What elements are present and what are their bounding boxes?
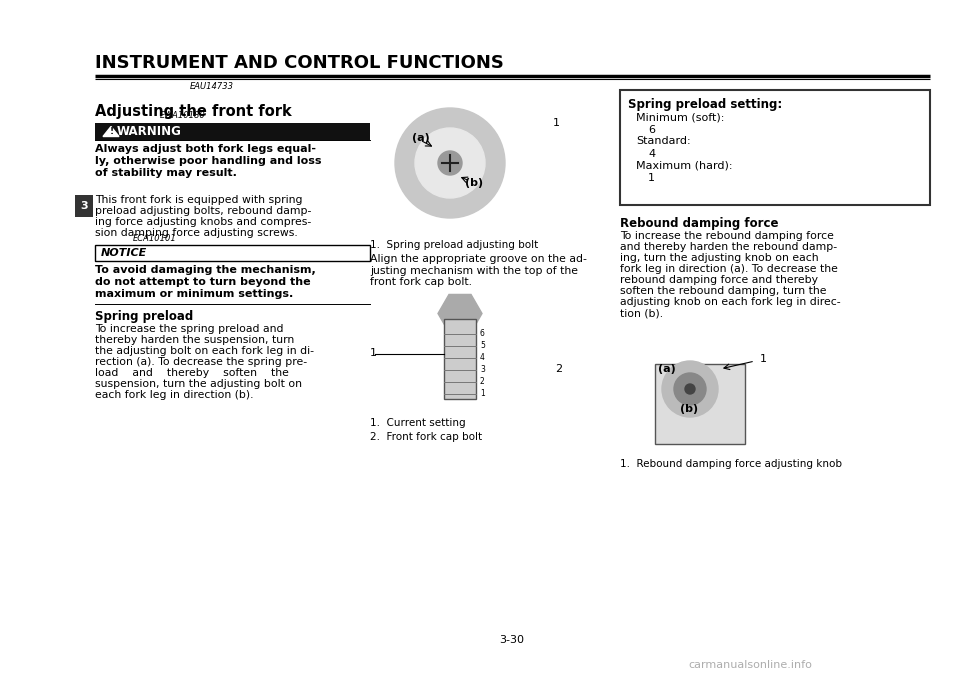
Text: EWA10180: EWA10180 xyxy=(160,111,205,120)
Text: NOTICE: NOTICE xyxy=(101,248,147,258)
Text: WARNING: WARNING xyxy=(117,125,181,138)
Text: 1.  Spring preload adjusting bolt: 1. Spring preload adjusting bolt xyxy=(370,240,539,250)
Text: justing mechanism with the top of the: justing mechanism with the top of the xyxy=(370,266,578,275)
Text: ing, turn the adjusting knob on each: ing, turn the adjusting knob on each xyxy=(620,253,819,263)
Text: EAU14733: EAU14733 xyxy=(190,82,234,91)
Text: Maximum (hard):: Maximum (hard): xyxy=(636,160,732,170)
Text: ing force adjusting knobs and compres-: ing force adjusting knobs and compres- xyxy=(95,217,311,227)
Text: of stability may result.: of stability may result. xyxy=(95,168,237,178)
Text: tion (b).: tion (b). xyxy=(620,308,663,318)
Text: carmanualsonline.info: carmanualsonline.info xyxy=(688,660,812,670)
Text: Minimum (soft):: Minimum (soft): xyxy=(636,112,725,122)
Text: !: ! xyxy=(110,127,114,136)
Text: 5: 5 xyxy=(480,341,485,350)
Text: Align the appropriate groove on the ad-: Align the appropriate groove on the ad- xyxy=(370,254,587,264)
Text: To increase the spring preload and: To increase the spring preload and xyxy=(95,324,283,334)
Text: To avoid damaging the mechanism,: To avoid damaging the mechanism, xyxy=(95,265,316,275)
Text: 2.  Front fork cap bolt: 2. Front fork cap bolt xyxy=(370,431,482,441)
Text: (b): (b) xyxy=(465,178,483,188)
Bar xyxy=(444,319,476,399)
Text: maximum or minimum settings.: maximum or minimum settings. xyxy=(95,289,293,299)
Circle shape xyxy=(685,384,695,394)
Text: 1: 1 xyxy=(370,348,377,359)
Polygon shape xyxy=(438,294,482,332)
Text: (a): (a) xyxy=(412,133,430,143)
Bar xyxy=(655,364,745,444)
Bar xyxy=(95,245,370,261)
Text: (b): (b) xyxy=(680,404,698,414)
Text: 3: 3 xyxy=(480,365,485,374)
Bar xyxy=(620,90,930,205)
Text: adjusting knob on each fork leg in direc-: adjusting knob on each fork leg in direc… xyxy=(620,297,841,307)
Text: fork leg in direction (a). To decrease the: fork leg in direction (a). To decrease t… xyxy=(620,264,838,274)
Polygon shape xyxy=(103,127,119,136)
Text: 1.  Rebound damping force adjusting knob: 1. Rebound damping force adjusting knob xyxy=(620,459,842,469)
Circle shape xyxy=(395,108,505,218)
Text: the adjusting bolt on each fork leg in di-: the adjusting bolt on each fork leg in d… xyxy=(95,346,314,356)
Circle shape xyxy=(438,151,462,175)
Text: rection (a). To decrease the spring pre-: rection (a). To decrease the spring pre- xyxy=(95,357,307,367)
Text: suspension, turn the adjusting bolt on: suspension, turn the adjusting bolt on xyxy=(95,379,302,389)
Text: INSTRUMENT AND CONTROL FUNCTIONS: INSTRUMENT AND CONTROL FUNCTIONS xyxy=(95,54,504,72)
Text: 1: 1 xyxy=(480,389,485,398)
Text: 1.  Current setting: 1. Current setting xyxy=(370,418,466,428)
Text: 3: 3 xyxy=(81,201,87,211)
Text: 1: 1 xyxy=(760,354,767,364)
Text: 4: 4 xyxy=(648,149,655,159)
Text: do not attempt to turn beyond the: do not attempt to turn beyond the xyxy=(95,277,311,287)
Text: front fork cap bolt.: front fork cap bolt. xyxy=(370,277,472,287)
Text: Spring preload setting:: Spring preload setting: xyxy=(628,98,782,111)
Text: thereby harden the suspension, turn: thereby harden the suspension, turn xyxy=(95,335,295,345)
Circle shape xyxy=(674,373,706,405)
Text: 3-30: 3-30 xyxy=(499,635,524,645)
Text: preload adjusting bolts, rebound damp-: preload adjusting bolts, rebound damp- xyxy=(95,206,311,216)
Text: ly, otherwise poor handling and loss: ly, otherwise poor handling and loss xyxy=(95,156,322,166)
Text: each fork leg in direction (b).: each fork leg in direction (b). xyxy=(95,390,253,400)
Text: Adjusting the front fork: Adjusting the front fork xyxy=(95,104,292,119)
Text: 4: 4 xyxy=(480,353,485,362)
Text: ECA10101: ECA10101 xyxy=(133,234,177,243)
Bar xyxy=(95,123,370,140)
Text: 6: 6 xyxy=(480,329,485,338)
Text: This front fork is equipped with spring: This front fork is equipped with spring xyxy=(95,195,302,205)
Text: 1: 1 xyxy=(648,173,655,183)
Text: Rebound damping force: Rebound damping force xyxy=(620,217,779,230)
Bar xyxy=(75,195,93,217)
Text: To increase the rebound damping force: To increase the rebound damping force xyxy=(620,231,834,241)
Circle shape xyxy=(415,128,485,198)
Text: load    and    thereby    soften    the: load and thereby soften the xyxy=(95,368,289,378)
Circle shape xyxy=(662,361,718,417)
Text: 2: 2 xyxy=(480,377,485,386)
Text: rebound damping force and thereby: rebound damping force and thereby xyxy=(620,275,818,285)
Text: soften the rebound damping, turn the: soften the rebound damping, turn the xyxy=(620,286,827,296)
Text: Always adjust both fork legs equal-: Always adjust both fork legs equal- xyxy=(95,144,316,154)
Text: 1: 1 xyxy=(553,118,560,128)
Text: Standard:: Standard: xyxy=(636,136,690,146)
Text: 6: 6 xyxy=(648,125,655,135)
Text: sion damping force adjusting screws.: sion damping force adjusting screws. xyxy=(95,228,298,238)
Text: (a): (a) xyxy=(658,364,676,374)
Text: 2: 2 xyxy=(555,363,563,374)
Text: Spring preload: Spring preload xyxy=(95,310,193,323)
Text: and thereby harden the rebound damp-: and thereby harden the rebound damp- xyxy=(620,242,837,252)
